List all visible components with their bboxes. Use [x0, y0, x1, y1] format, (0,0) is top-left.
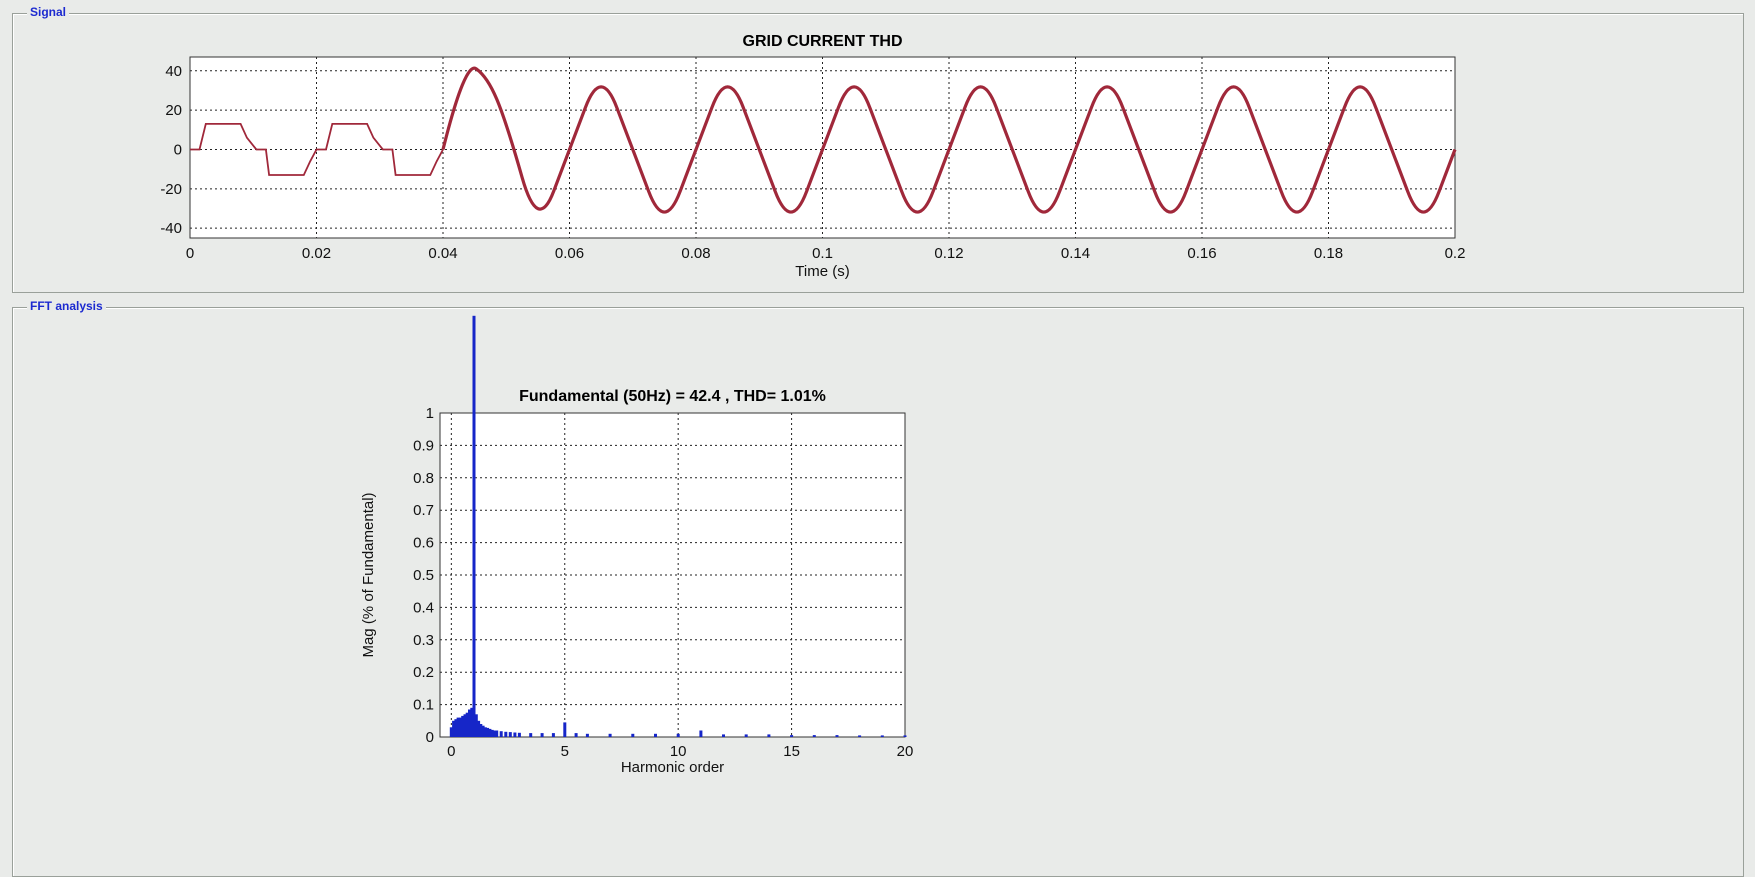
- harmonic-bar: [585, 733, 589, 737]
- y-tick-label: 0.4: [413, 599, 434, 616]
- x-tick-label: 10: [670, 743, 687, 760]
- harmonic-bar: [812, 735, 816, 737]
- y-tick-label: 0.8: [413, 470, 434, 487]
- harmonic-bar: [608, 733, 612, 737]
- signal-panel: Signal: [12, 5, 1744, 293]
- signal-sine-line: [441, 66, 1457, 214]
- y-tick-label: 0.3: [413, 632, 434, 649]
- harmonic-bar: [461, 715, 465, 737]
- y-tick-label: 0: [426, 729, 434, 746]
- harmonic-bar: [513, 732, 517, 737]
- harmonic-bar: [722, 734, 725, 737]
- harmonic-bar: [517, 732, 521, 737]
- signal-panel-legend: Signal: [27, 5, 70, 19]
- x-tick-label: 0.18: [1314, 245, 1343, 262]
- plot-frame: [439, 412, 906, 738]
- harmonic-bar: [504, 731, 508, 737]
- harmonic-bar: [835, 735, 839, 737]
- y-tick-label: 40: [165, 63, 182, 80]
- harmonic-bar: [486, 727, 490, 737]
- harmonic-bar: [858, 735, 862, 737]
- x-tick-label: 20: [897, 743, 914, 760]
- signal-time-chart: 0 0.02 0.04 0.06 0.08 0.1 0.12 0.14 0.16 0.18 0.2 -…: [160, 33, 1466, 280]
- harmonic-bar: [488, 728, 492, 737]
- y-axis-label: Mag (% of Fundamental): [360, 492, 377, 657]
- harmonic-bar: [744, 734, 748, 737]
- chart-title: GRID CURRENT THD: [743, 33, 903, 50]
- harmonic-bar: [529, 733, 533, 737]
- harmonic-bar: [654, 733, 657, 737]
- harmonic-bar: [472, 315, 476, 737]
- harmonic-bar: [454, 719, 458, 737]
- x-tick-label: 0.02: [302, 245, 331, 262]
- harmonic-bar: [470, 707, 474, 737]
- harmonic-bar: [551, 733, 555, 737]
- x-tick-label: 0.06: [555, 245, 584, 262]
- y-tick-label: 0.5: [413, 567, 434, 584]
- x-tick-label: 0: [186, 245, 194, 262]
- harmonic-bar: [481, 725, 485, 737]
- y-tick-label: 20: [165, 102, 182, 119]
- harmonic-bar: [574, 733, 578, 737]
- harmonic-bar: [790, 735, 794, 737]
- x-axis-label: Time (s): [795, 263, 849, 280]
- harmonic-bar: [490, 729, 494, 737]
- plot-area: [440, 413, 905, 737]
- harmonic-bar: [495, 730, 499, 737]
- harmonic-bar: [483, 727, 487, 737]
- x-axis-label: Harmonic order: [621, 759, 724, 776]
- harmonic-bar: [699, 730, 703, 737]
- x-tick-label: 0.16: [1187, 245, 1216, 262]
- harmonic-bar: [499, 731, 503, 737]
- harmonic-bar: [477, 720, 481, 737]
- y-tick-label: 0.2: [413, 664, 434, 681]
- harmonic-bar: [631, 733, 635, 737]
- harmonic-bar: [540, 733, 544, 737]
- x-tick-label: 0.04: [428, 245, 457, 262]
- y-tick-label: 0.1: [413, 697, 434, 714]
- harmonic-bar: [456, 717, 460, 737]
- harmonic-bar: [463, 714, 467, 737]
- x-tick-label: 0.08: [681, 245, 710, 262]
- fft-panel-legend: FFT analysis: [27, 299, 106, 313]
- harmonic-bar: [767, 734, 771, 737]
- harmonic-bar: [458, 717, 462, 737]
- harmonic-bar: [452, 720, 456, 737]
- y-tick-label: 1: [426, 405, 434, 422]
- y-tick-label: 0.7: [413, 502, 434, 519]
- harmonic-bar: [479, 724, 483, 737]
- y-tick-label: -20: [160, 181, 182, 198]
- y-tick-label: 0: [174, 141, 182, 158]
- harmonic-bar: [492, 730, 496, 737]
- y-tick-label: 0.6: [413, 535, 434, 552]
- chart-title: Fundamental (50Hz) = 42.4 , THD= 1.01%: [519, 388, 826, 405]
- x-tick-label: 5: [561, 743, 569, 760]
- harmonic-bar: [563, 722, 567, 737]
- signal-transient-line: [190, 123, 444, 176]
- plot-frame: [189, 56, 1456, 239]
- x-tick-label: 0: [447, 743, 455, 760]
- x-tick-label: 0.12: [934, 245, 963, 262]
- x-tick-label: 0.14: [1061, 245, 1090, 262]
- harmonic-bar: [903, 735, 907, 737]
- harmonic-bar: [880, 735, 884, 737]
- harmonic-bar: [468, 709, 471, 737]
- x-tick-label: 15: [783, 743, 800, 760]
- harmonic-bar: [676, 733, 680, 737]
- x-tick-label: 0.2: [1445, 245, 1466, 262]
- harmonic-bar: [465, 712, 469, 737]
- y-tick-label: 0.9: [413, 437, 434, 454]
- harmonic-bar: [474, 714, 478, 737]
- x-tick-label: 0.1: [812, 245, 833, 262]
- harmonic-bar: [449, 727, 453, 737]
- y-tick-label: -40: [160, 220, 182, 237]
- harmonic-bar: [508, 732, 512, 737]
